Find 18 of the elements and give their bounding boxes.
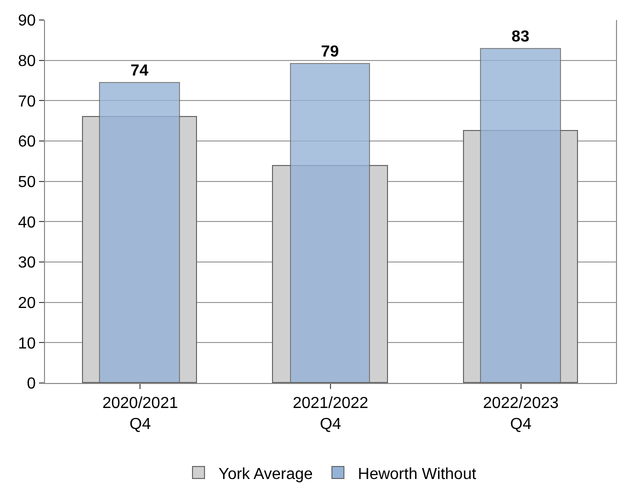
legend-label: Heworth Without <box>358 466 477 483</box>
x-tick-label: 2022/2023 Q4 <box>483 395 559 433</box>
data-label: 83 <box>512 28 530 46</box>
data-label: 74 <box>130 62 148 80</box>
x-tick-label: 2021/2022 Q4 <box>292 395 368 433</box>
y-tick-label: 20 <box>18 294 36 312</box>
y-tick-label: 80 <box>18 52 36 70</box>
y-tick-label: 90 <box>18 12 36 30</box>
y-tick-label: 10 <box>18 335 36 352</box>
y-tick-label: 30 <box>18 254 36 272</box>
x-tick-label: 2020/2021 Q4 <box>102 395 178 433</box>
legend-label: York Average <box>218 466 313 483</box>
y-tick-label: 60 <box>18 134 36 151</box>
y-tick-label: 50 <box>18 174 36 191</box>
y-tick-label: 70 <box>18 93 36 110</box>
y-tick-label: 0 <box>26 376 36 393</box>
y-tick-label: 40 <box>18 214 36 232</box>
data-label: 79 <box>321 44 339 60</box>
